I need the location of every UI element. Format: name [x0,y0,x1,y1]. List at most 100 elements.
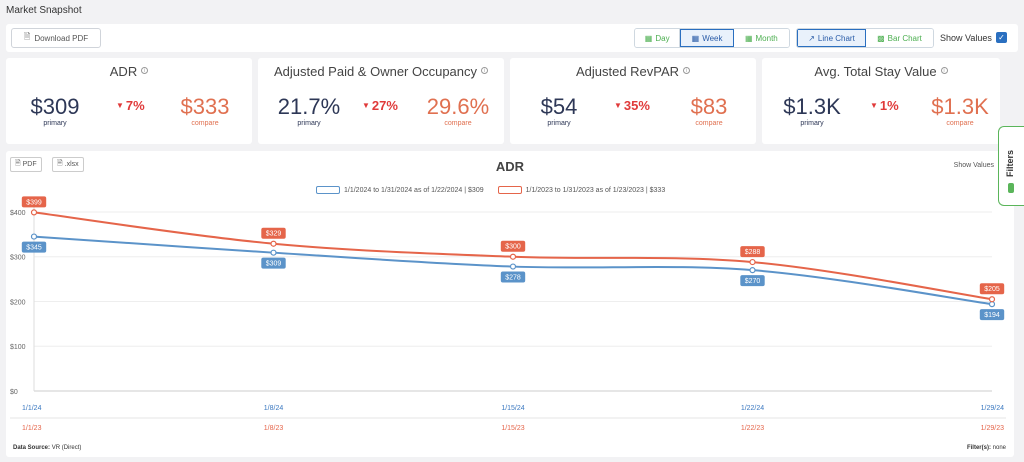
kpi-primary-value: 21.7% [277,94,341,119]
bar-chart-button[interactable]: ▩ Bar Chart [866,29,933,47]
data-point [270,240,277,247]
kpi-compare-label: compare [695,120,723,127]
kpi-card-adr: ADR i $309 primary ▼ 7% $333 compare [6,58,252,144]
kpi-primary-label: primary [800,120,824,127]
export-pdf-button[interactable]: 🗎 PDF [10,157,42,172]
data-point [749,258,756,266]
period-week-label: Week [702,33,723,43]
document-icon: 🗎 [15,160,21,167]
kpi-title-text: Avg. Total Stay Value [814,64,937,79]
kpi-compare-value: $333 [180,94,230,119]
data-point [30,233,38,240]
download-pdf-label: Download PDF [34,33,89,43]
data-label-bg [261,227,286,239]
period-week-button[interactable]: ▦ Week [680,29,734,47]
data-label: $399 [26,199,42,206]
data-label: $288 [745,249,761,256]
info-icon[interactable]: i [683,67,691,74]
data-label-bg [979,283,1005,295]
data-source-label: Data Source: [13,445,51,451]
kpi-primary-value: $309 [30,94,80,119]
y-tick-label: $0 [10,389,18,396]
data-label-bg [500,271,526,283]
kpi-change-value: 7% [125,98,145,113]
filters-tab[interactable]: Filters [998,126,1024,206]
legend-item-primary[interactable]: 1/1/2024 to 1/31/2024 as of 1/22/2024 | … [316,186,484,194]
kpi-change: ▼ 27% [362,98,398,113]
x-tick-label: 1/1/24 [22,405,42,412]
x-tick-label-compare: 1/1/23 [22,425,42,432]
data-label-bg [500,240,526,252]
kpi-change: ▼ 7% [116,98,145,113]
kpi-compare-label: compare [444,120,472,127]
kpi-title: Avg. Total Stay Value i [762,64,1000,79]
kpi-change: ▼ 1% [870,98,899,113]
period-day-button[interactable]: ▦ Day [635,29,681,47]
kpi-change-value: 1% [879,98,899,113]
kpi-title: Adjusted Paid & Owner Occupancy i [258,64,504,79]
show-values-checkbox[interactable]: ✓ [996,32,1007,43]
x-tick-label-compare: 1/22/23 [741,425,764,432]
data-label: $194 [984,312,1000,319]
data-point [749,267,756,274]
show-values-label: Show Values [940,33,992,43]
down-triangle-icon: ▼ [870,101,878,110]
period-month-button[interactable]: ▦ Month [733,29,789,47]
filters-summary: Filter(s): none [967,445,1006,451]
data-label-bg [261,257,286,269]
filters-summary-value: none [992,445,1006,451]
export-pdf-label: PDF [22,161,37,168]
y-tick-label: $300 [10,255,26,262]
download-pdf-button[interactable]: 🗎 Download PDF [11,28,101,48]
filters-tab-label: Filters [1005,149,1015,177]
y-tick-label: $100 [10,344,26,351]
data-label: $300 [505,244,521,251]
legend-label-compare: 1/1/2023 to 1/31/2023 as of 1/23/2023 | … [525,186,666,194]
info-icon[interactable]: i [481,67,489,74]
kpi-primary-value: $1.3K [783,94,841,119]
chart-legend: 1/1/2024 to 1/31/2024 as of 1/22/2024 | … [316,186,665,194]
x-tick-label: 1/22/24 [741,405,764,412]
x-tick-label: 1/8/24 [264,405,284,412]
bar-chart-icon: ▩ [877,33,885,43]
kpi-card-revpar: Adjusted RevPAR i $54 primary ▼ 35% $83 co… [510,58,756,144]
line-chart-icon: ↗ [808,33,815,43]
legend-label-primary: 1/1/2024 to 1/31/2024 as of 1/22/2024 | … [344,186,484,194]
data-label-bg [979,309,1005,321]
data-label: $278 [505,275,521,282]
export-xlsx-button[interactable]: 🗎 .xlsx [52,157,84,172]
data-point [270,249,277,256]
kpi-card-occupancy: Adjusted Paid & Owner Occupancy i 21.7% p… [258,58,504,144]
kpi-title-text: Adjusted RevPAR [575,64,680,79]
kpi-compare-label: compare [946,120,974,127]
line-chart-label: Line Chart [817,33,855,43]
kpi-primary-label: primary [297,120,321,127]
kpi-title: Adjusted RevPAR i [510,64,756,79]
down-triangle-icon: ▼ [362,101,370,110]
period-day-label: Day [655,33,670,43]
kpi-compare-value: $83 [690,94,728,119]
filters-summary-label: Filter(s): [966,445,991,451]
data-point [30,209,38,216]
legend-item-compare[interactable]: 1/1/2023 to 1/31/2023 as of 1/23/2023 | … [497,186,666,194]
kpi-compare-value: $1.3K [931,94,989,119]
line-chart-button[interactable]: ↗ Line Chart [797,29,866,47]
info-icon[interactable]: i [940,67,948,74]
x-tick-label: 1/29/24 [981,405,1004,412]
filter-icon [1008,183,1014,193]
down-triangle-icon: ▼ [614,101,622,110]
period-month-label: Month [755,33,778,43]
kpi-compare-label: compare [191,120,219,127]
data-point [509,253,517,260]
data-point [988,301,996,308]
calendar-icon: ▦ [744,33,753,43]
export-xlsx-label: .xlsx [64,161,79,168]
kpi-title: ADR i [6,64,252,79]
toolbar: 🗎 Download PDF ▦ Day ▦ Week ▦ Month ↗ Li… [6,24,1018,52]
kpi-primary-value: $54 [540,94,578,119]
adr-chart-panel: 🗎 PDF 🗎 .xlsx ADR Show Values 1/1/2024 t… [6,151,1014,457]
x-tick-label-compare: 1/29/23 [981,425,1004,432]
chart-title: ADR [495,159,525,174]
info-icon[interactable]: i [141,67,149,74]
x-tick-label-compare: 1/8/23 [264,425,284,432]
